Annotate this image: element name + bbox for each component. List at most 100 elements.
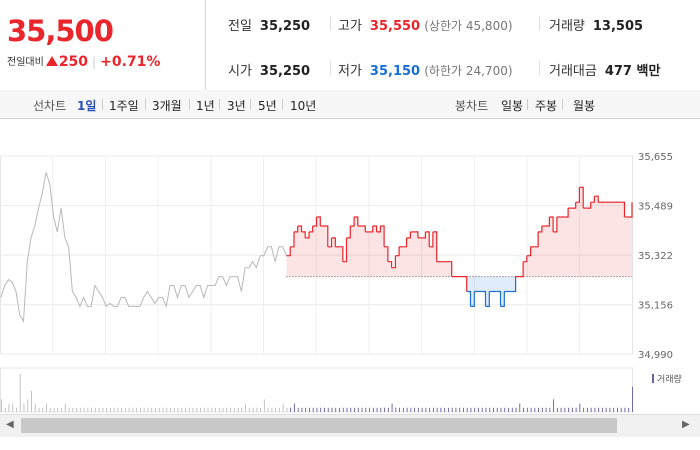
volume-bar [402,407,404,412]
up-fill [444,261,448,277]
scroll-left-arrow-icon[interactable]: ◀ [6,419,14,430]
up-fill [560,217,565,277]
volume-bar [605,407,607,412]
volume-bar [19,374,21,412]
volume-bar [271,407,273,412]
tab-period-10y[interactable]: 10년 [290,99,317,113]
volume-bar [564,407,566,412]
volume-bar [579,403,581,412]
price-step [534,231,539,248]
tab-candle-weekly[interactable]: 주봉 [535,99,558,113]
volume-bar [147,407,149,412]
volume-bar [16,407,17,412]
volume-bar [57,407,59,412]
volume-bar [121,407,123,412]
volume-bar [327,407,329,412]
price-step [421,231,426,239]
tab-candle-daily[interactable]: 일봉 [501,99,524,113]
volume-bar [391,403,393,412]
volume-bar [8,403,10,412]
volume-bar [624,407,626,412]
change-amount: 250 [58,54,89,70]
volume-bar [64,403,66,412]
y-tick-label: 35,489 [638,201,673,212]
quote-header: 35,500 전일대비 250 | +0.71% 전일 35,250 고가 35,550 … [0,0,700,91]
volume-bar [616,407,618,412]
price-step [312,217,318,227]
volume-bar [410,407,412,412]
up-fill [586,208,591,277]
volume-bar [369,407,370,412]
volume-bar [451,407,453,412]
volume-bar [342,407,344,412]
down-fill [504,276,509,292]
volume-bar [38,407,40,412]
price-step [481,290,487,307]
up-fill [391,267,396,277]
volume-bar [215,407,216,412]
volume-bar [601,407,603,412]
volume-bar [188,407,190,412]
volume-bar [523,407,524,412]
up-fill [387,261,392,277]
tab-period-5y[interactable]: 5년 [258,99,277,113]
volume-bar [504,407,506,412]
volume-bar [455,407,457,412]
up-fill [556,217,561,277]
volume-bar [200,407,201,412]
up-fill [316,217,321,277]
scrollbar-thumb[interactable] [21,418,617,433]
volume-bar [357,407,359,412]
up-fill [624,217,629,277]
up-fill [335,246,340,277]
change-label: 전일대비 [7,57,44,68]
volume-bar [233,407,235,412]
volume-bar [387,407,389,412]
scroll-right-arrow-icon[interactable]: ▶ [682,419,690,430]
volume-bar [598,407,600,412]
divider [539,61,540,75]
up-fill [354,217,358,277]
price-step [594,195,599,203]
volume-bar [361,407,363,412]
tab-candle-monthly[interactable]: 월봉 [573,99,596,113]
volume-bar [462,407,464,412]
volume-bar [207,407,209,412]
volume-bar [568,407,570,412]
previous-session-line [0,172,287,323]
chart-scrollbar[interactable]: ◀ ▶ [0,414,700,437]
volume-bar [308,407,310,412]
tab-period-1y[interactable]: 1년 [196,99,215,113]
price-step [526,246,532,257]
volume-bar [384,407,386,412]
up-fill [609,202,614,277]
price-step [384,246,389,262]
tab-period-3y[interactable]: 3년 [227,99,246,113]
volume-bar [27,399,29,412]
volume-bar [267,407,269,412]
volume-bar [538,407,540,412]
tab-period-3m[interactable]: 3개월 [152,99,182,113]
volume-bar [181,407,183,412]
down-fill [493,276,497,292]
price-step [309,226,314,233]
up-fill [350,225,355,277]
trade-amount: 거래대금 477 백만 [549,64,661,79]
price-step [545,217,550,227]
up-fill [620,202,625,277]
tab-period-1d[interactable]: 1일 [77,99,97,113]
up-fill [297,225,302,277]
volume-bar [541,407,543,412]
volume-bar [526,407,528,412]
price-chart[interactable]: 35,655 35,489 35,322 35,156 34,990 거래량 [0,118,700,450]
price-step [346,226,351,239]
up-fill [549,217,554,277]
volume-bar [203,407,205,412]
volume-bar [158,407,160,412]
price-step [500,291,505,307]
up-fill [579,187,584,277]
volume-legend-swatch [652,374,654,383]
volume-bar [136,407,138,412]
tab-period-1w[interactable]: 1주일 [109,99,139,113]
volume-bar [613,407,615,412]
